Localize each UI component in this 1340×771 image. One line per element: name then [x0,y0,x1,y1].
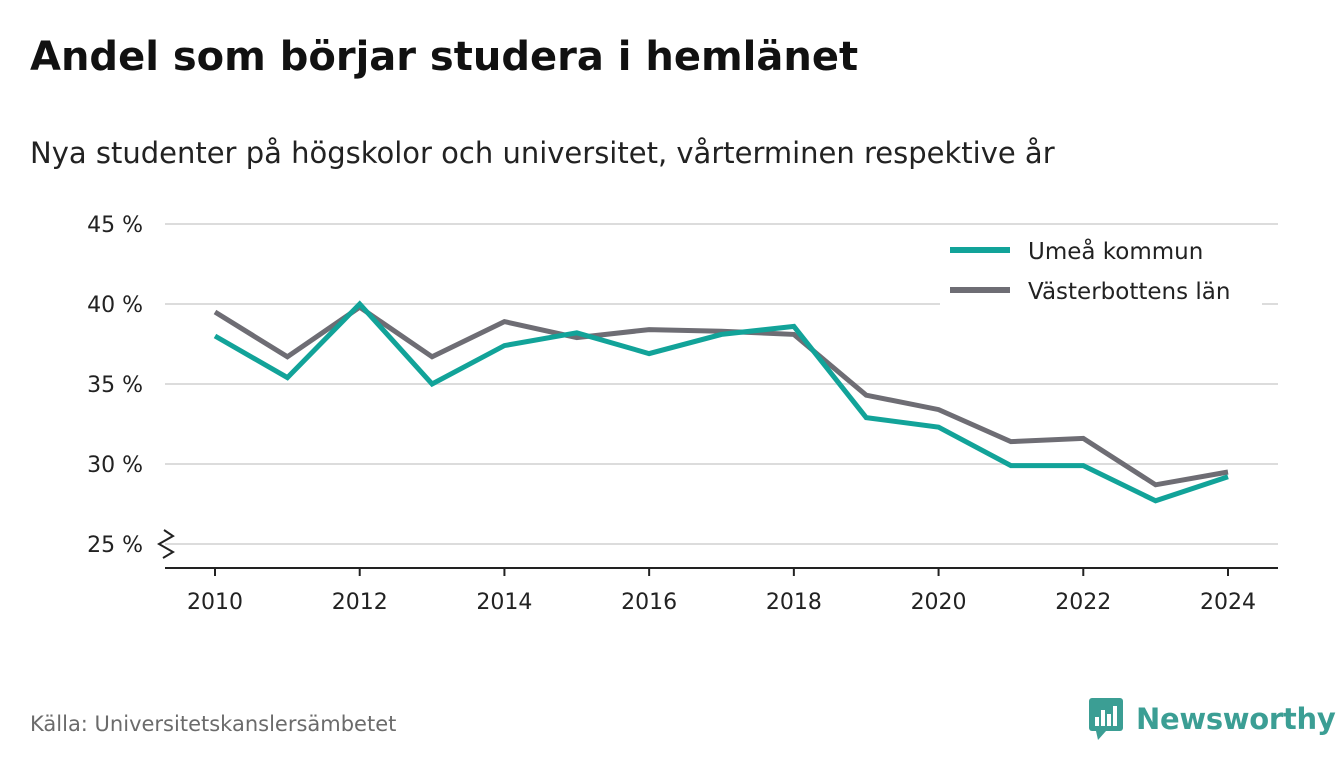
x-tick-label: 2016 [621,590,677,615]
x-tick-label: 2022 [1055,590,1111,615]
series-lines [213,300,1229,504]
line-chart: 25 %30 %35 %40 %45 % 2010 2012 2014 2016 201… [87,213,1278,615]
legend: Umeå kommun Västerbottens län [940,236,1262,308]
y-axis-ticks: 25 % 30 % 35 % 40 % 45 % [87,213,175,559]
x-tick-label: 2024 [1200,590,1256,615]
x-axis-ticks: 2010 2012 2014 2016 2018 2020 2022 2024 [187,568,1256,615]
legend-label: Västerbottens län [1028,279,1230,305]
brand-name: Newsworthy [1136,702,1336,736]
x-tick-label: 2012 [332,590,388,615]
y-tick-label: 35 % [87,373,143,398]
chart-title: Andel som börjar studera i hemlänet [30,34,859,80]
y-axis-break [156,529,175,559]
x-tick-label: 2014 [476,590,532,615]
series-line-vasterbottens-lan [213,304,1229,488]
y-tick-label: 30 % [87,453,143,478]
legend-label: Umeå kommun [1028,237,1203,265]
y-tick-label: 25 % [87,533,143,558]
source-note: Källa: Universitetskanslersämbetet [30,712,397,736]
brand-logo[interactable]: Newsworthy [1088,697,1336,741]
y-tick-label: 40 % [87,293,143,318]
newsworthy-logo-icon [1089,698,1123,740]
x-tick-label: 2020 [911,590,967,615]
chart-subtitle: Nya studenter på högskolor och universit… [30,136,1055,170]
y-tick-label: 45 % [87,213,143,238]
series-line-umea-kommun [213,300,1229,504]
x-tick-label: 2018 [766,590,822,615]
x-tick-label: 2010 [187,590,243,615]
